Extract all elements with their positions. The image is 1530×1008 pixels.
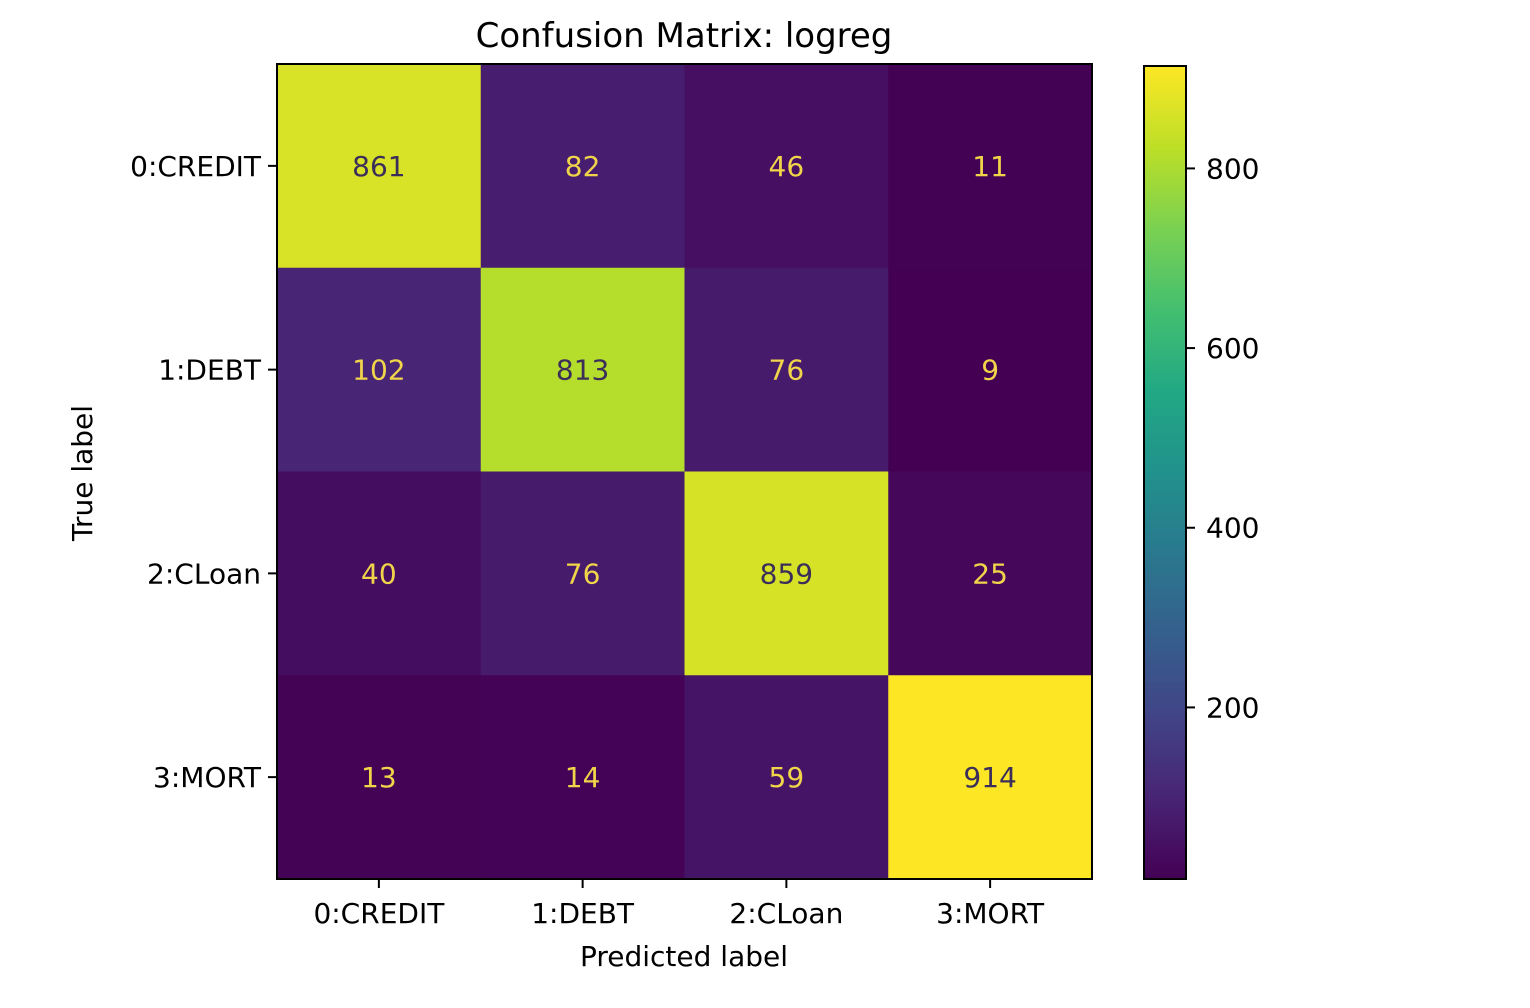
cell-value-label: 859 [760,557,813,590]
cell-value-label: 813 [556,354,609,387]
cell-value-label: 59 [769,761,805,794]
heatmap-cell [480,471,685,676]
heatmap-cell [277,267,482,472]
cell-value-label: 76 [565,557,601,590]
heatmap-cell [277,64,482,269]
cell-value-label: 9 [981,354,999,387]
cell-value-label: 914 [963,761,1016,794]
cell-value-label: 82 [565,150,601,183]
cell-value-label: 14 [565,761,601,794]
colorbar-tick-label: 600 [1206,332,1259,365]
heatmap-cell [480,64,685,269]
heatmap-cell [277,471,482,676]
cell-value-label: 76 [769,354,805,387]
colorbar-tick-label: 200 [1206,691,1259,724]
heatmap-cell [888,267,1093,472]
x-tick-label: 2:CLoan [729,897,843,930]
heatmap-cell [888,64,1093,269]
heatmap-cell [684,471,889,676]
y-axis-label: True label [66,405,99,542]
cell-value-label: 25 [972,557,1008,590]
x-axis-ticks: 0:CREDIT 1:DEBT 2:CLoan 3:MORT [313,879,1045,930]
plot-frame [276,63,1093,880]
cell-value-label: 40 [361,557,397,590]
y-axis-ticks: 0:CREDIT 1:DEBT 2:CLoan 3:MORT [130,150,277,794]
cell-value-label: 46 [769,150,805,183]
x-tick-label: 3:MORT [936,897,1045,930]
heatmap-cell [888,471,1093,676]
heatmap-cell [684,267,889,472]
heatmap-cell [480,675,685,880]
x-axis-label: Predicted label [580,940,788,973]
colorbar-ticks: 200 400 600 800 [1186,152,1259,724]
heatmap-cell [888,675,1093,880]
x-tick-label: 0:CREDIT [313,897,445,930]
colorbar-tick-label: 800 [1206,152,1259,185]
heatmap-cell-labels: 861 82 46 11 102 813 76 9 40 76 859 25 13 14 59 914 [352,150,1017,794]
colorbar-tick-label: 400 [1206,512,1259,545]
y-tick-label: 3:MORT [153,761,262,794]
cell-value-label: 102 [352,354,405,387]
chart-title: Confusion Matrix: logreg [476,16,893,56]
y-tick-label: 2:CLoan [147,557,261,590]
y-tick-label: 1:DEBT [158,354,262,387]
heatmap-cells [277,64,1093,880]
colorbar [1143,65,1187,880]
heatmap-cell [684,675,889,880]
heatmap-cell [684,64,889,269]
cell-value-label: 11 [972,150,1008,183]
cell-value-label: 13 [361,761,397,794]
heatmap-cell [277,675,482,880]
y-tick-label: 0:CREDIT [130,150,262,183]
x-tick-label: 1:DEBT [531,897,635,930]
cell-value-label: 861 [352,150,405,183]
heatmap-cell [480,267,685,472]
